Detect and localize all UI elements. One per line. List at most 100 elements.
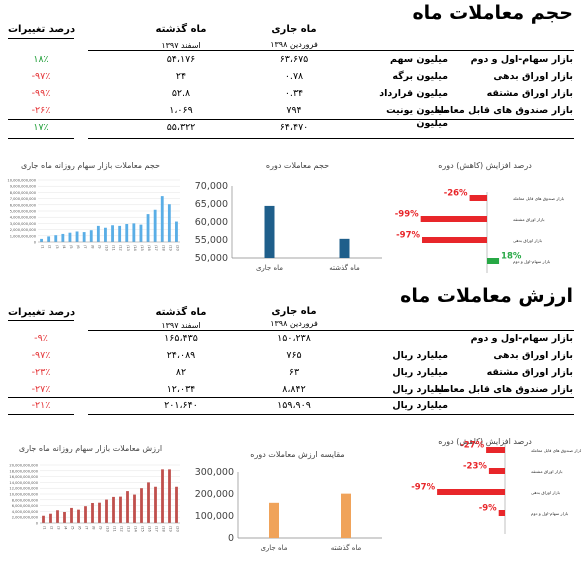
daily-bar bbox=[139, 224, 143, 242]
y-tick-label: 100,000 bbox=[195, 511, 234, 522]
x-tick-label: /16 bbox=[148, 526, 152, 532]
daily-bar bbox=[167, 204, 171, 242]
daily-bar bbox=[132, 223, 136, 242]
period-bar bbox=[264, 205, 275, 258]
pct-data-label: -97% bbox=[396, 231, 420, 241]
pct-change: ۱۸٪ bbox=[33, 54, 49, 65]
daily-bar bbox=[47, 236, 51, 242]
y-tick-label: 20,000,000,000 bbox=[9, 464, 38, 468]
y-tick-label: 14,000,000,000 bbox=[9, 481, 38, 485]
chart-title-daily-volume: حجم معاملات بازار سهام روزانه ماه جاری bbox=[20, 161, 160, 170]
volume-prev-subheader: اسفند ۱۳۹۷ bbox=[161, 41, 201, 50]
daily-bar bbox=[146, 214, 150, 242]
unit: میلیارد ریال bbox=[392, 384, 448, 395]
cur-value: ۶۳ bbox=[288, 367, 300, 378]
x-tick-label: /11 bbox=[113, 526, 117, 532]
volume-section-title: حجم معاملات ماه bbox=[412, 2, 573, 24]
pct-change: -۲۳٪ bbox=[31, 367, 51, 378]
daily-bar bbox=[154, 486, 157, 523]
daily-bar bbox=[125, 224, 129, 242]
value-row: -۹۷٪ ۲۴،۰۸۹ ۷۶۵ میلیارد ریال بازار اوراق… bbox=[0, 348, 581, 365]
pct-bar bbox=[488, 468, 505, 474]
x-tick-label: /18 bbox=[162, 526, 166, 532]
y-tick-label: 60,000 bbox=[195, 217, 228, 228]
pct-bar bbox=[422, 237, 487, 243]
pct-bar bbox=[420, 216, 487, 222]
x-tick-label: /19 bbox=[169, 526, 173, 532]
total-cur-value: ۶۴،۴۷۰ bbox=[279, 122, 309, 133]
x-tick-label: /15 bbox=[140, 245, 144, 251]
unit: میلیون یونیت bbox=[386, 105, 448, 116]
daily-bar bbox=[126, 491, 129, 523]
value-row: -۲۷٪ ۱۲،۰۳۴ ۸،۸۴۲ میلیارد ریال بازار صند… bbox=[0, 382, 581, 399]
y-tick-label: 16,000,000,000 bbox=[9, 475, 38, 479]
daily-bar bbox=[161, 469, 164, 523]
unit: میلیارد ریال bbox=[392, 367, 448, 378]
volume-pct-chart: -26% بازار صندوق های قابل معامله -99% بازار… bbox=[395, 189, 564, 273]
unit: میلیارد ریال bbox=[392, 350, 448, 361]
prev-value: ۵۲.۸ bbox=[171, 88, 191, 99]
y-tick-label: 1,000,000,000 bbox=[10, 234, 37, 238]
y-tick-label: 0 bbox=[228, 533, 234, 544]
market-label: بازار اوراق بدهی bbox=[493, 71, 573, 82]
chart-title-period-value: مقایسه ارزش معاملات دوره bbox=[250, 450, 345, 459]
x-tick-label: /18 bbox=[161, 245, 165, 251]
daily-bar bbox=[111, 225, 114, 242]
y-tick-label: 3,000,000,000 bbox=[10, 222, 37, 226]
prev-value: ۲۴ bbox=[175, 71, 187, 82]
x-tick-label: /8 bbox=[90, 245, 94, 249]
x-tick-label: /10 bbox=[106, 526, 110, 532]
value-section-title: ارزش معاملات ماه bbox=[400, 285, 573, 307]
daily-bar bbox=[98, 502, 101, 523]
prev-value: ۱،۰۶۹ bbox=[169, 105, 193, 116]
pct-data-label: 18% bbox=[501, 252, 522, 262]
y-tick-label: 2,000,000,000 bbox=[12, 516, 39, 520]
y-tick-label: 0 bbox=[36, 522, 39, 526]
pct-change: -۲۶٪ bbox=[31, 105, 51, 116]
daily-bar bbox=[160, 196, 164, 242]
daily-bar bbox=[89, 230, 93, 242]
y-tick-label: 300,000 bbox=[195, 467, 234, 478]
x-tick-label: /3 bbox=[57, 526, 61, 530]
x-tick-label: /4 bbox=[62, 245, 66, 249]
cur-value: ۰.۳۴ bbox=[284, 88, 304, 99]
pct-bar bbox=[498, 510, 505, 516]
pct-bar bbox=[486, 447, 505, 453]
y-tick-label: 55,000 bbox=[195, 235, 228, 246]
prev-value: ۱۶۵،۴۳۵ bbox=[164, 333, 198, 344]
chart-title-period-volume: حجم معاملات دوره bbox=[265, 161, 330, 170]
pct-category-label: بازار اوراق بدهی bbox=[513, 238, 542, 243]
y-tick-label: 5,000,000,000 bbox=[10, 210, 37, 214]
x-tick-label: /19 bbox=[168, 245, 172, 251]
market-label: بازار اوراق مشتقه bbox=[486, 88, 573, 99]
value-prev-header: ماه گذشته bbox=[155, 307, 207, 318]
market-label: بازار اوراق بدهی bbox=[493, 350, 573, 361]
chart-title-value-pct: درصد افزایش (کاهش) دوره bbox=[438, 437, 532, 446]
pct-change: -۹۷٪ bbox=[31, 350, 51, 361]
x-tick-label: /9 bbox=[97, 245, 101, 249]
x-tick-label: /3 bbox=[55, 245, 59, 249]
x-tick-label: /17 bbox=[155, 526, 159, 532]
value-prev-subheader: اسفند ۱۳۹۷ bbox=[161, 321, 201, 330]
x-tick-label: /14 bbox=[133, 245, 137, 251]
cur-value: ۱۵۰،۲۳۸ bbox=[277, 333, 311, 344]
period-bar bbox=[339, 238, 350, 258]
pct-bar bbox=[469, 195, 487, 201]
y-tick-label: 4,000,000,000 bbox=[12, 510, 39, 514]
x-tick-label: /13 bbox=[126, 245, 130, 251]
category-label: ماه جاری bbox=[256, 264, 283, 272]
pct-data-label: -26% bbox=[444, 189, 468, 199]
x-tick-label: /9 bbox=[99, 526, 103, 530]
y-tick-label: 70,000 bbox=[195, 181, 228, 192]
x-tick-label: /7 bbox=[83, 245, 87, 249]
x-tick-label: /20 bbox=[176, 526, 180, 532]
cur-value: ۰.۷۸ bbox=[284, 71, 304, 82]
daily-bar bbox=[91, 502, 94, 523]
market-label: بازار سهام-اول و دوم bbox=[470, 333, 573, 344]
daily-bar bbox=[119, 496, 122, 523]
prev-value: ۸۲ bbox=[175, 367, 187, 378]
cur-value: ۶۳،۶۷۵ bbox=[279, 54, 309, 65]
y-tick-label: 10,000,000,000 bbox=[9, 493, 38, 497]
daily-bar bbox=[56, 510, 59, 523]
y-tick-label: 8,000,000,000 bbox=[10, 191, 37, 195]
